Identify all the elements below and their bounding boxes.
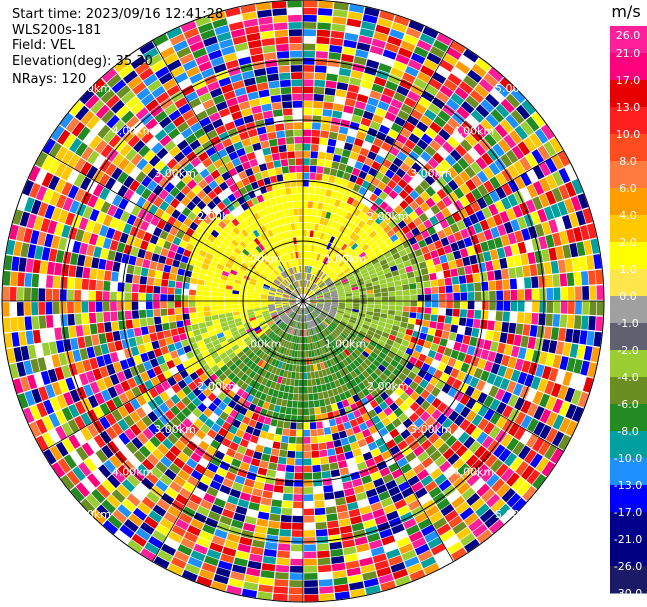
colorbar-tick: -17.0: [614, 506, 642, 519]
colorbar-tick: -2.0: [617, 344, 638, 357]
colorbar-tick: -21.0: [614, 533, 642, 546]
range-label: 2.00km: [367, 210, 409, 223]
colorbar-swatch: [610, 323, 647, 351]
velocity-gates: [2, 0, 604, 602]
range-label: 3.00km: [410, 423, 452, 436]
colorbar-swatch: [610, 404, 647, 432]
colorbar-swatch: [610, 296, 647, 324]
range-label: 4.00km: [112, 465, 154, 478]
colorbar-tick: 26.0: [616, 29, 641, 42]
colorbar-tick: 10.0: [616, 128, 641, 141]
colorbar-tick: -1.0: [617, 317, 638, 330]
range-label: 1.00km: [325, 253, 367, 266]
range-label: 3.00km: [154, 423, 196, 436]
nrays-label: NRays: 120: [12, 72, 87, 87]
colorbar-tick: 2.0: [619, 236, 637, 249]
range-label: 5.00km: [69, 82, 111, 95]
range-rings: [1, 0, 605, 603]
range-label: 3.00km: [154, 167, 196, 180]
colorbar-swatch: [610, 377, 647, 405]
azimuth-spoke: [42, 150, 564, 452]
range-label: 1.00km: [325, 337, 367, 350]
colorbar-swatch: [610, 458, 647, 486]
range-label: 2.00km: [197, 210, 239, 223]
colorbar-tick: 8.0: [619, 155, 637, 168]
range-label: 4.00km: [453, 125, 495, 138]
colorbar-swatch: [610, 215, 647, 243]
colorbar-tick: 4.0: [619, 209, 637, 222]
colorbar-tick: -6.0: [617, 398, 638, 411]
colorbar-tick: 13.0: [616, 101, 641, 114]
range-label: 1.00km: [240, 253, 282, 266]
colorbar-swatch: [610, 242, 647, 270]
colorbar-tick: 21.0: [616, 47, 641, 60]
colorbar-swatch: [610, 188, 647, 216]
range-label: 4.00km: [453, 465, 495, 478]
colorbar-tick: -8.0: [617, 425, 638, 438]
colorbar-tick: 17.0: [616, 74, 641, 87]
range-label: 2.00km: [367, 380, 409, 393]
colorbar-swatch: [610, 566, 647, 594]
range-label: 5.00km: [69, 508, 111, 521]
range-label: 2.00km: [197, 380, 239, 393]
instrument-label: WLS200s-181: [12, 23, 102, 38]
colorbar-tick: -30.0: [614, 587, 642, 600]
radar-ppi-plot: 1.00km 1.00km 1.00km 1.00km 2.00km 2.00km 2.00…: [1, 0, 605, 603]
colorbar-tick: -13.0: [614, 479, 642, 492]
colorbar-swatch: [610, 350, 647, 378]
field-label: Field: VEL: [12, 38, 75, 53]
colorbar-tick: 1.0: [619, 263, 637, 276]
colorbar-swatch: [610, 26, 647, 54]
colorbar-swatch: [610, 53, 647, 81]
start-time-label: Start time: 2023/09/16 12:41:28: [12, 7, 224, 22]
colorbar-tick: -26.0: [614, 560, 642, 573]
colorbar-swatch: [610, 80, 647, 108]
colorbar-swatch: [610, 107, 647, 135]
colorbar-swatch: [610, 512, 647, 540]
colorbar-swatch: [610, 269, 647, 297]
colorbar-tick: -4.0: [617, 371, 638, 384]
colorbar-swatch: [610, 134, 647, 162]
colorbar-unit: m/s: [611, 2, 640, 21]
colorbar-tick: 6.0: [619, 182, 637, 195]
colorbar-swatch: [610, 539, 647, 567]
colorbar-swatch: [610, 161, 647, 189]
range-label: 5.00km: [495, 82, 537, 95]
range-label: 1.00km: [240, 337, 282, 350]
range-label: 5.00km: [495, 508, 537, 521]
velocity-colorbar: m/s 26.0 21.0 17.0 13.0 10.0 8.0 6.0 4.0 2.0 1.0 0.…: [610, 2, 647, 600]
colorbar-swatch: [610, 431, 647, 459]
colorbar-tick: -10.0: [614, 452, 642, 465]
elevation-label: Elevation(deg): 35.30: [12, 54, 153, 69]
colorbar-tick: 0.0: [619, 290, 637, 303]
range-label: 3.00km: [410, 167, 452, 180]
range-labels: 1.00km 1.00km 1.00km 1.00km 2.00km 2.00km 2.00…: [69, 82, 536, 521]
colorbar-swatch: [610, 485, 647, 513]
range-label: 4.00km: [112, 125, 154, 138]
